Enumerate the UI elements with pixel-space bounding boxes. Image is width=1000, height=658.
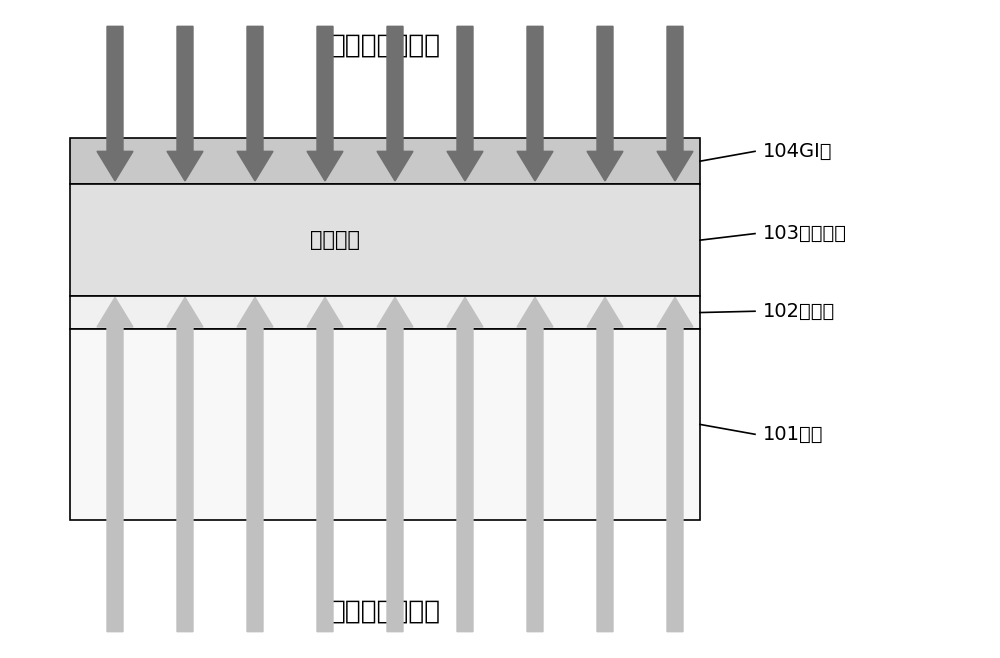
FancyArrow shape (237, 297, 273, 632)
FancyArrow shape (657, 297, 693, 632)
FancyArrow shape (517, 26, 553, 181)
FancyArrow shape (587, 297, 623, 632)
Bar (70, 329, 700, 520)
Bar (70, 296, 700, 329)
FancyArrow shape (307, 297, 343, 632)
Bar (70, 138, 700, 184)
FancyArrow shape (377, 297, 413, 632)
FancyArrow shape (167, 26, 203, 181)
Text: 多晶硅层: 多晶硅层 (310, 230, 360, 250)
FancyArrow shape (97, 297, 133, 632)
Text: 103多晶玕层: 103多晶玕层 (763, 224, 847, 243)
FancyArrow shape (587, 26, 623, 181)
FancyArrow shape (307, 26, 343, 181)
Text: 第二次激光照射: 第二次激光照射 (329, 599, 441, 625)
FancyArrow shape (237, 26, 273, 181)
FancyArrow shape (657, 26, 693, 181)
Text: 101基板: 101基板 (763, 425, 824, 443)
Text: 102缓存层: 102缓存层 (763, 302, 835, 320)
FancyArrow shape (447, 297, 483, 632)
FancyArrow shape (447, 26, 483, 181)
FancyArrow shape (377, 26, 413, 181)
FancyArrow shape (167, 297, 203, 632)
Bar (70, 184, 700, 296)
Text: 第二次激光照射: 第二次激光照射 (329, 33, 441, 59)
FancyArrow shape (97, 26, 133, 181)
FancyArrow shape (517, 297, 553, 632)
Text: 104GI层: 104GI层 (763, 142, 832, 161)
